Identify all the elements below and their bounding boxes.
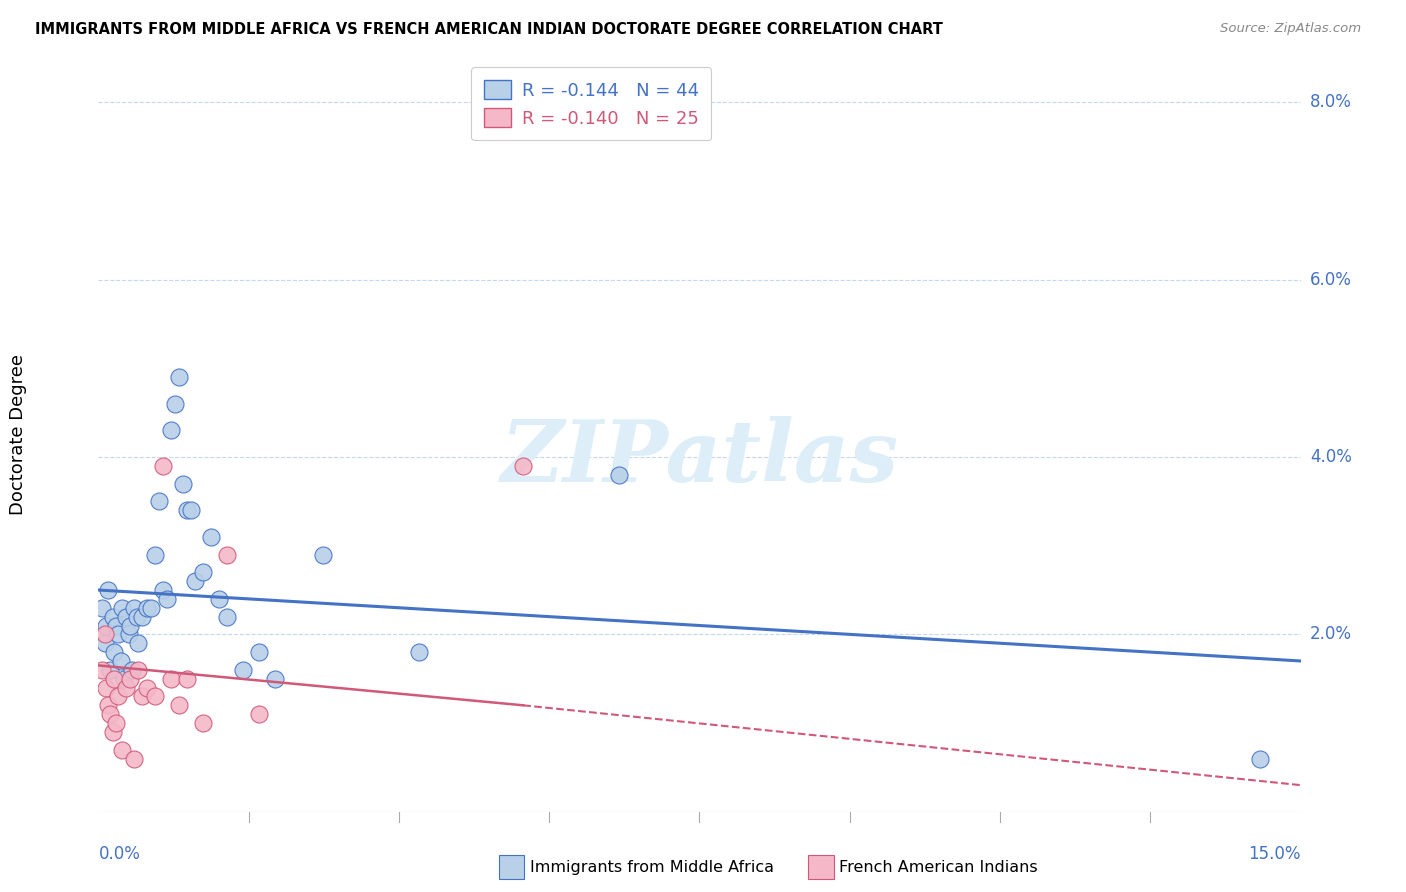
Text: French American Indians: French American Indians: [839, 860, 1038, 874]
Point: [176, 672, 198, 686]
Point: [120, 618, 142, 632]
Point: [159, 424, 181, 438]
Point: [215, 609, 238, 624]
Point: [135, 600, 157, 615]
Point: [107, 690, 129, 704]
Point: [121, 663, 143, 677]
Point: [135, 681, 157, 695]
Text: 6.0%: 6.0%: [1310, 270, 1353, 289]
Point: [247, 707, 270, 722]
Point: [180, 503, 202, 517]
Point: [112, 672, 135, 686]
Point: [94, 636, 117, 650]
Point: [94, 627, 117, 641]
Text: Immigrants from Middle Africa: Immigrants from Middle Africa: [530, 860, 775, 874]
Point: [103, 645, 125, 659]
Point: [118, 627, 141, 641]
Text: 2.0%: 2.0%: [1310, 625, 1353, 643]
Point: [159, 672, 181, 686]
Point: [263, 672, 285, 686]
Point: [110, 654, 132, 668]
Point: [408, 645, 430, 659]
Point: [143, 690, 166, 704]
Point: [111, 742, 134, 756]
Point: [148, 494, 170, 508]
Point: [215, 548, 238, 562]
Point: [100, 707, 122, 722]
Point: [125, 609, 148, 624]
Text: 8.0%: 8.0%: [1310, 94, 1353, 112]
Point: [97, 698, 120, 713]
Point: [200, 530, 222, 544]
Point: [152, 582, 174, 597]
Point: [128, 663, 150, 677]
Point: [512, 458, 534, 473]
Point: [96, 681, 118, 695]
Point: [91, 663, 114, 677]
Point: [111, 600, 134, 615]
Text: 4.0%: 4.0%: [1310, 448, 1353, 466]
Point: [191, 566, 214, 580]
Point: [115, 609, 138, 624]
Point: [247, 645, 270, 659]
Point: [107, 627, 129, 641]
Point: [167, 370, 190, 384]
Point: [163, 397, 186, 411]
Point: [191, 716, 214, 731]
Point: [176, 503, 198, 517]
Point: [105, 716, 128, 731]
Point: [103, 672, 125, 686]
Point: [124, 600, 146, 615]
Point: [120, 672, 142, 686]
Text: IMMIGRANTS FROM MIDDLE AFRICA VS FRENCH AMERICAN INDIAN DOCTORATE DEGREE CORRELA: IMMIGRANTS FROM MIDDLE AFRICA VS FRENCH …: [35, 22, 943, 37]
Point: [105, 618, 128, 632]
Point: [232, 663, 254, 677]
Point: [131, 690, 153, 704]
Point: [155, 591, 177, 606]
Point: [131, 609, 153, 624]
Point: [101, 725, 124, 739]
Point: [143, 548, 166, 562]
Point: [609, 467, 631, 482]
Point: [115, 681, 138, 695]
Text: 0.0%: 0.0%: [98, 846, 141, 863]
Point: [100, 663, 122, 677]
Point: [96, 618, 118, 632]
Point: [312, 548, 335, 562]
Point: [101, 609, 124, 624]
Point: [124, 751, 146, 765]
Point: [1250, 751, 1272, 765]
Text: 15.0%: 15.0%: [1249, 846, 1301, 863]
Point: [183, 574, 205, 589]
Legend: R = -0.144   N = 44, R = -0.140   N = 25: R = -0.144 N = 44, R = -0.140 N = 25: [471, 67, 711, 140]
Text: ZIPatlas: ZIPatlas: [501, 416, 898, 500]
Point: [172, 476, 194, 491]
Point: [152, 458, 174, 473]
Point: [139, 600, 162, 615]
Point: [91, 600, 114, 615]
Point: [167, 698, 190, 713]
Text: Doctorate Degree: Doctorate Degree: [10, 354, 27, 516]
Point: [97, 582, 120, 597]
Point: [208, 591, 231, 606]
Text: Source: ZipAtlas.com: Source: ZipAtlas.com: [1220, 22, 1361, 36]
Point: [128, 636, 150, 650]
